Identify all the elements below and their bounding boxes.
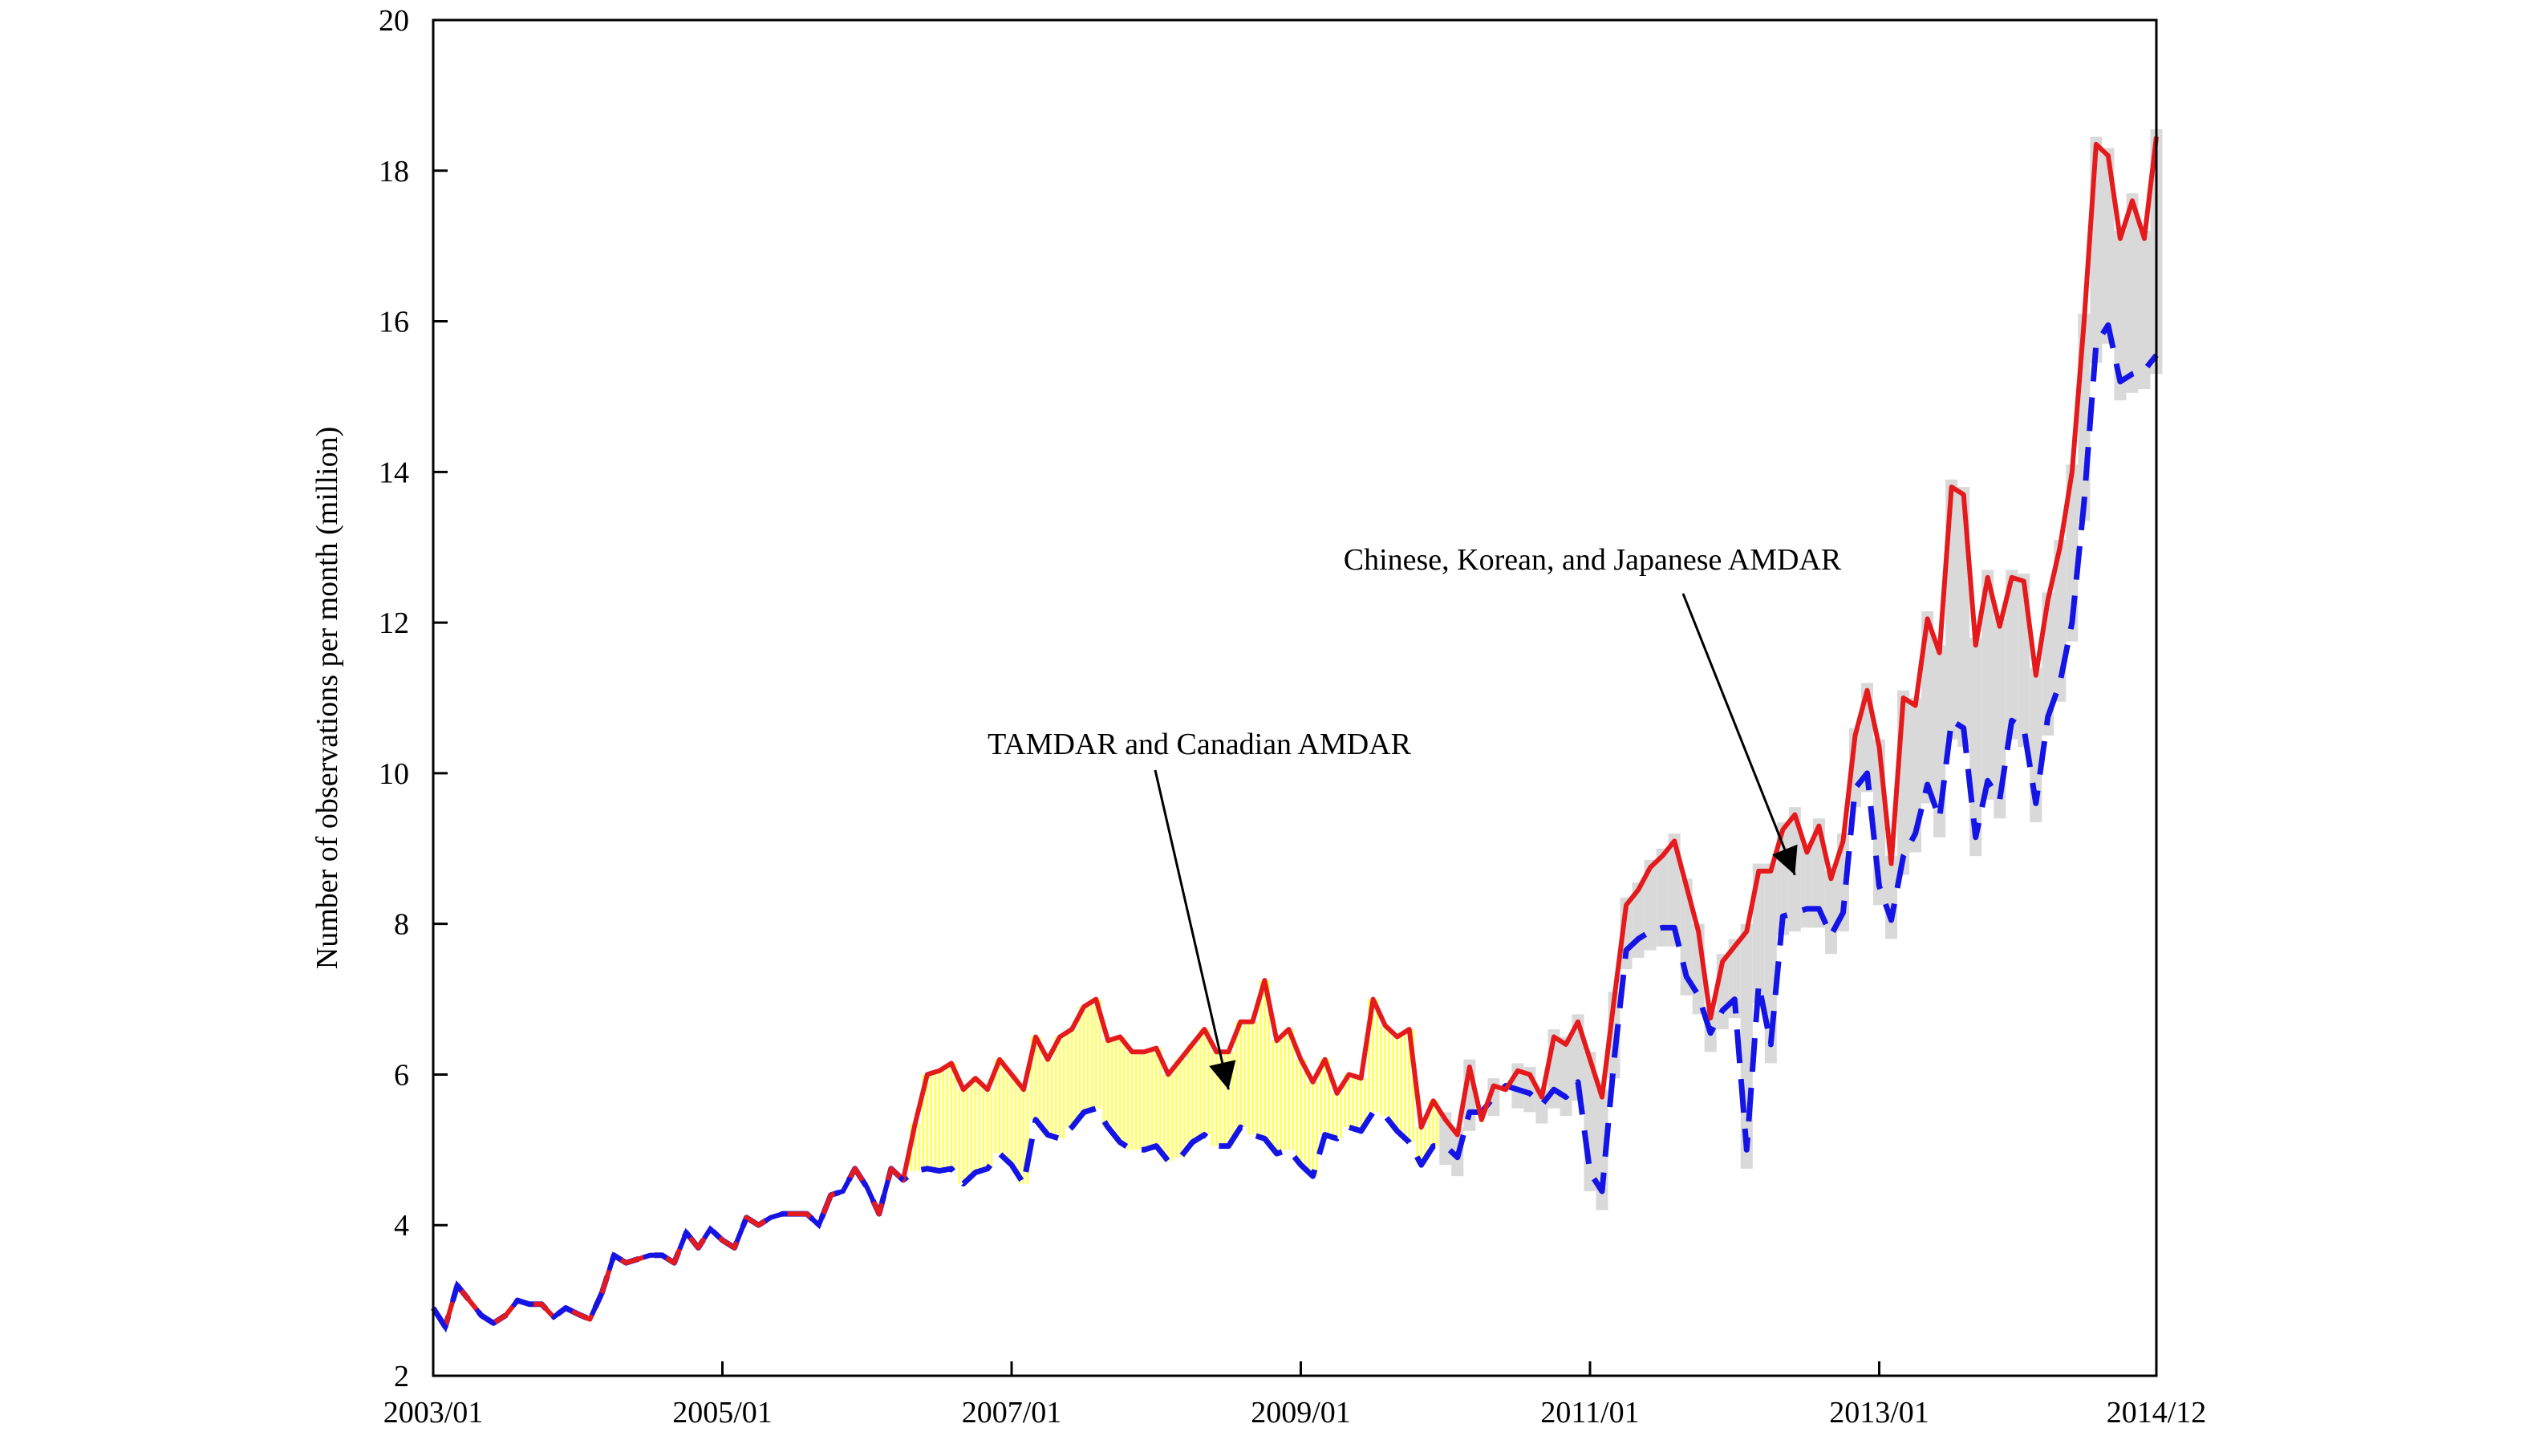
annotation-arrow [1154, 769, 1236, 1090]
y-tick-label: 4 [394, 1209, 409, 1243]
annotation-label: Chinese, Korean, and Japanese AMDAR [1344, 543, 1842, 577]
y-tick-label: 10 [379, 757, 409, 791]
series-lines [431, 136, 2159, 1333]
annotation-arrow [1681, 593, 1798, 876]
y-axis-title: Number of observations per month (millio… [310, 427, 344, 970]
asia-amdar-band [1921, 611, 1934, 804]
asia-amdar-band [1800, 845, 1813, 928]
x-tick-label: 2009/01 [1251, 1396, 1351, 1430]
asia-amdar-band [1885, 856, 1898, 939]
asia-amdar-band [1824, 870, 1837, 955]
y-tick-label: 6 [394, 1058, 409, 1092]
x-tick-label: 2003/01 [383, 1396, 484, 1430]
y-tick-label: 20 [379, 4, 409, 38]
y-tick-label: 16 [379, 306, 409, 339]
y-tick-label: 2 [394, 1360, 409, 1393]
y-tick-label: 12 [379, 606, 409, 640]
x-tick-label: 2007/01 [962, 1396, 1062, 1430]
asia-amdar-band [2006, 570, 2018, 740]
x-axis: 2003/01 2005/01 2007/01 2009/01 2011/01 2013/… [383, 1361, 2207, 1430]
series-line-solid [431, 136, 2159, 1329]
asia-amdar-band [1981, 570, 1994, 800]
x-tick-label: 2014/12 [2107, 1396, 2207, 1430]
y-axis: 2 4 6 8 10 12 14 16 18 20 [379, 4, 448, 1393]
x-tick-label: 2011/01 [1540, 1396, 1639, 1430]
asia-amdar-band [1656, 848, 1669, 947]
asia-amdar-band [2126, 193, 2139, 393]
asia-amdar-band [2114, 230, 2127, 401]
y-tick-label: 14 [379, 456, 409, 489]
asia-amdar-band [1668, 833, 1681, 947]
asia-amdar-band [2138, 230, 2151, 390]
asia-amdar-band [1560, 1036, 1572, 1117]
x-tick-label: 2013/01 [1829, 1396, 1929, 1430]
plot-frame [432, 18, 2158, 1377]
asia-amdar-band [1644, 859, 1657, 951]
x-tick-label: 2005/01 [672, 1396, 773, 1430]
annotations: TAMDAR and Canadian AMDAR Chinese, Korean… [988, 543, 1842, 1090]
asia-amdar-band [2102, 148, 2115, 344]
annotation-label: TAMDAR and Canadian AMDAR [988, 728, 1412, 761]
y-tick-label: 18 [379, 155, 409, 189]
y-tick-label: 8 [394, 908, 409, 942]
